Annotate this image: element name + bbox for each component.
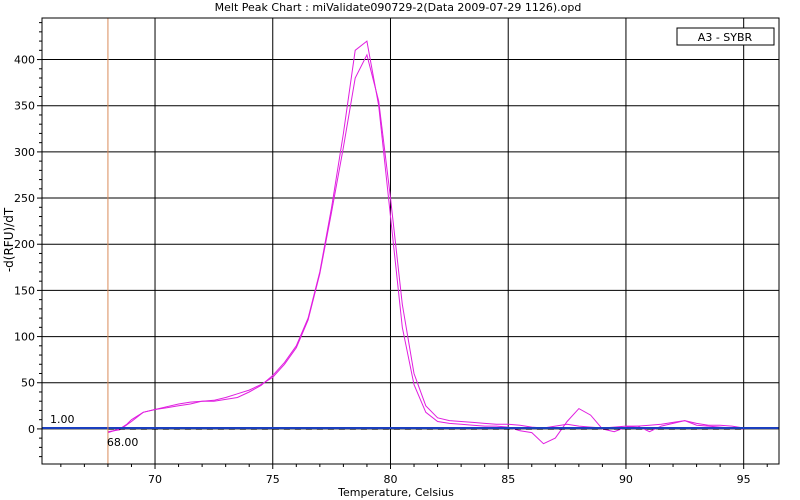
x-axis-label: Temperature, Celsius bbox=[337, 486, 454, 499]
y-tick-label: 150 bbox=[14, 284, 35, 297]
plot-area bbox=[41, 17, 780, 465]
y-tick-label: 50 bbox=[21, 377, 35, 390]
x-tick-label: 70 bbox=[148, 473, 162, 486]
threshold-label: 1.00 bbox=[50, 413, 75, 426]
legend: A3 - SYBR bbox=[676, 27, 775, 46]
y-tick-label: 300 bbox=[14, 146, 35, 159]
x-tick-label: 95 bbox=[737, 473, 751, 486]
x-tick-label: 85 bbox=[501, 473, 515, 486]
x-tick-label: 90 bbox=[619, 473, 633, 486]
series-line-2 bbox=[107, 53, 744, 433]
y-tick-label: 0 bbox=[28, 423, 35, 436]
x-tick-label: 80 bbox=[383, 473, 397, 486]
y-tick-label: 250 bbox=[14, 192, 35, 205]
legend-label: A3 - SYBR bbox=[698, 31, 753, 44]
y-axis-label: -d(RFU)/dT bbox=[2, 207, 16, 272]
x-tick-label: 75 bbox=[266, 473, 280, 486]
y-tick-label: 400 bbox=[14, 54, 35, 67]
y-tick-label: 100 bbox=[14, 331, 35, 344]
cursor-label: 68.00 bbox=[107, 436, 139, 449]
legend-box bbox=[676, 27, 775, 46]
y-tick-label: 200 bbox=[14, 238, 35, 251]
y-tick-label: 350 bbox=[14, 100, 35, 113]
chart-title: Melt Peak Chart : miValidate090729-2(Dat… bbox=[215, 1, 582, 14]
